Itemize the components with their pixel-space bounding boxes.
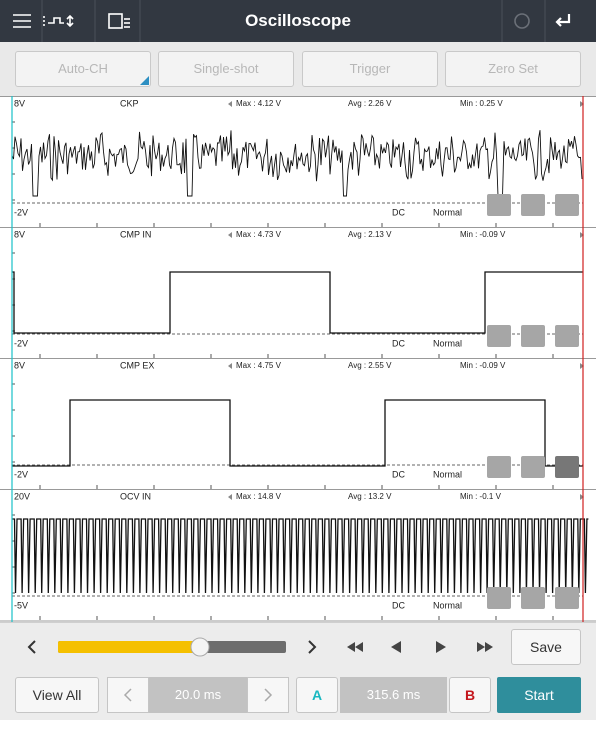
panel-icon-button[interactable] (521, 325, 545, 347)
cursor-delta: 315.6 ms (340, 677, 447, 713)
channel-panel: 8V CMP EX Max : 4.75 V Avg : 2.55 V Min : -0… (0, 358, 596, 489)
single-shot-button[interactable]: Single-shot (158, 51, 294, 87)
rewind[interactable] (347, 642, 363, 652)
view-all-button[interactable]: View All (15, 677, 99, 713)
range-top: 8V (14, 98, 25, 108)
stat-arrow (580, 101, 584, 107)
channel-panel: 20V OCV IN Max : 14.8 V Avg : 13.2 V Min : -… (0, 489, 596, 620)
coupling: DC (392, 207, 405, 217)
stat-min: Min : -0.1 V (460, 492, 502, 501)
header-icons (13, 0, 571, 42)
coupling: DC (392, 600, 405, 610)
panel-icon-button[interactable] (487, 194, 511, 216)
stat-max: Max : 4.12 V (236, 99, 282, 108)
trigger-mode: Normal (433, 469, 462, 479)
trigger-mode: Normal (433, 600, 462, 610)
time-next[interactable] (247, 677, 289, 713)
range-top: 8V (14, 360, 25, 370)
panel-icon-button[interactable] (555, 325, 579, 347)
slider-controls (27, 637, 493, 657)
panel-icon-button[interactable] (521, 194, 545, 216)
stat-arrow (580, 232, 584, 238)
stat-max: Max : 4.73 V (236, 230, 282, 239)
panel-icon-button[interactable] (487, 456, 511, 478)
stat-arrow (228, 232, 232, 238)
channel-panel: 8V CMP IN Max : 4.73 V Avg : 2.13 V Min : -0… (0, 227, 596, 358)
auto-ch-button[interactable]: Auto-CH (15, 51, 151, 87)
stat-arrow (228, 363, 232, 369)
corner-mark (140, 76, 149, 85)
stat-arrow (580, 494, 584, 500)
panel-icon-button[interactable] (555, 194, 579, 216)
stat-arrow (228, 494, 232, 500)
stat-min: Min : 0.25 V (460, 99, 503, 108)
range-bottom: -2V (14, 469, 28, 479)
coupling: DC (392, 469, 405, 479)
channel-name: CKP (120, 98, 139, 108)
stat-avg: Avg : 2.13 V (348, 230, 392, 239)
next-arrow[interactable] (308, 640, 317, 654)
panel-icon-button[interactable] (521, 456, 545, 478)
title: Oscilloscope (245, 11, 351, 30)
trigger-button[interactable]: Trigger (302, 51, 438, 87)
bottom-bar: View All 20.0 ms A 315.6 ms B Start (0, 670, 596, 720)
waveform (11, 130, 583, 197)
range-top: 8V (14, 229, 25, 239)
toolbar: Auto-CH Single-shot Trigger Zero Set (0, 42, 596, 96)
stat-max: Max : 4.75 V (236, 361, 282, 370)
stat-avg: Avg : 2.55 V (348, 361, 392, 370)
header: Oscilloscope (0, 0, 596, 42)
cursor-b-button[interactable]: B (449, 677, 491, 713)
trigger-mode: Normal (433, 338, 462, 348)
panel-icon-button[interactable] (487, 587, 511, 609)
fast-forward[interactable] (477, 642, 493, 652)
channel-name: OCV IN (120, 491, 151, 501)
range-bottom: -5V (14, 600, 28, 610)
stat-min: Min : -0.09 V (460, 230, 506, 239)
waveform (12, 271, 583, 334)
range-top: 20V (14, 491, 30, 501)
stat-max: Max : 14.8 V (236, 492, 282, 501)
time-prev[interactable] (107, 677, 149, 713)
panel-icon-button[interactable] (555, 456, 579, 478)
waveform (12, 518, 589, 594)
scope-area: 8V CKP Max : 4.12 V Avg : 2.26 V Min : 0.25 … (0, 96, 596, 622)
channel-name: CMP EX (120, 360, 154, 370)
step-forward[interactable] (436, 641, 446, 653)
waveform (12, 399, 583, 467)
range-bottom: -2V (14, 338, 28, 348)
cursor-a-button[interactable]: A (296, 677, 338, 713)
channel-panel: 8V CKP Max : 4.12 V Avg : 2.26 V Min : 0.25 … (0, 96, 596, 227)
channel-name: CMP IN (120, 229, 151, 239)
panel-icon-button[interactable] (555, 587, 579, 609)
stat-arrow (228, 101, 232, 107)
trigger-mode: Normal (433, 207, 462, 217)
slider-thumb[interactable] (190, 637, 210, 657)
coupling: DC (392, 338, 405, 348)
slider-bar: Save (0, 622, 596, 670)
stat-arrow (580, 363, 584, 369)
stat-min: Min : -0.09 V (460, 361, 506, 370)
stat-avg: Avg : 13.2 V (348, 492, 392, 501)
slider-fill (58, 641, 200, 653)
panel-icon-button[interactable] (521, 587, 545, 609)
step-back[interactable] (391, 641, 401, 653)
panel-icon-button[interactable] (487, 325, 511, 347)
stat-avg: Avg : 2.26 V (348, 99, 392, 108)
save-button[interactable]: Save (511, 629, 581, 665)
prev-arrow[interactable] (27, 640, 36, 654)
zero-set-button[interactable]: Zero Set (445, 51, 581, 87)
time-scale: 20.0 ms (149, 677, 247, 713)
range-bottom: -2V (14, 207, 28, 217)
start-button[interactable]: Start (497, 677, 581, 713)
